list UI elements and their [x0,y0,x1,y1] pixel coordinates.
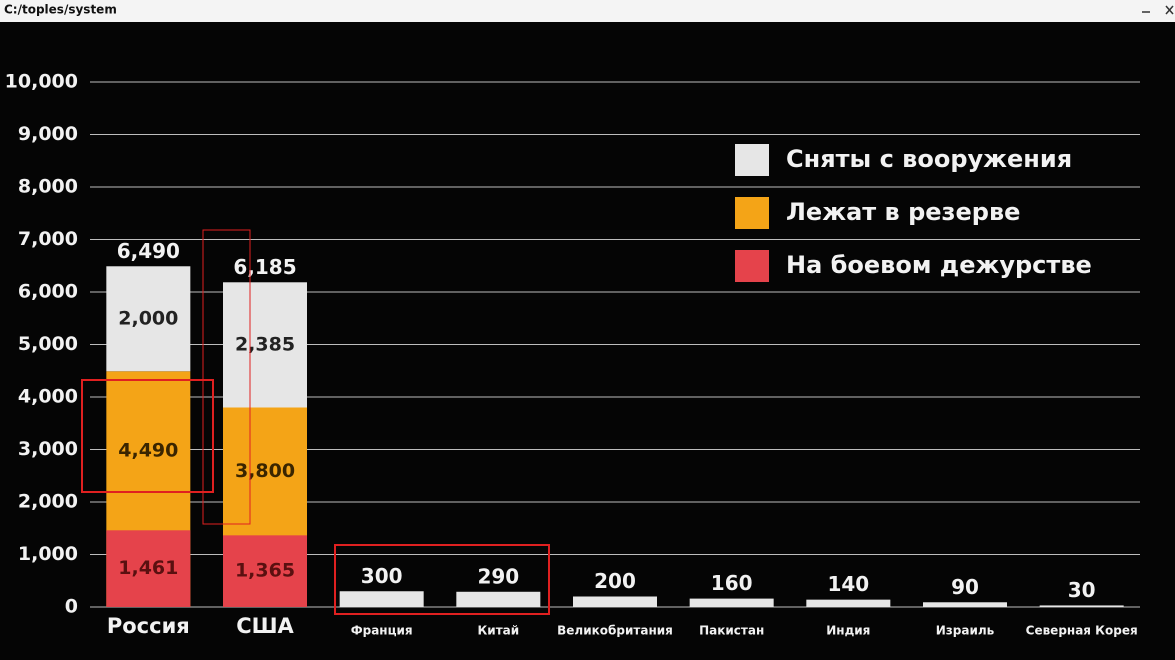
bar-segment [806,599,891,607]
total-label: 30 [1068,578,1096,602]
title-bar [0,0,1175,22]
y-tick-label: 0 [65,596,78,618]
value-label: 4,490 [118,439,178,461]
y-tick-label: 9,000 [18,123,78,145]
value-label: 2,385 [235,333,295,355]
bar-segment [106,266,191,372]
x-tick-label: Россия [107,614,190,638]
x-tick-label: США [236,614,294,638]
close-button[interactable] [1165,5,1174,15]
total-label: 6,185 [233,255,296,279]
bar-segment [689,598,774,607]
y-tick-label: 4,000 [18,386,78,408]
highlight-box [81,379,214,493]
bar-segment [1039,605,1124,607]
y-tick-label: 2,000 [18,491,78,513]
y-tick-label: 1,000 [18,543,78,565]
legend-swatch [735,250,769,282]
bar-segment [223,535,307,607]
window-title: C:/toples/system [4,3,117,17]
bar-segment [106,530,191,607]
legend-label: На боевом дежурстве [786,251,1092,279]
total-label: 140 [827,572,869,596]
x-tick-label: Франция [351,624,413,638]
legend-swatch [735,144,769,176]
total-label: 200 [594,569,636,593]
y-tick-label: 5,000 [18,333,78,355]
x-tick-label: Израиль [936,624,995,638]
y-tick-label: 6,000 [18,281,78,303]
value-label: 2,000 [118,307,178,329]
value-label: 1,461 [118,557,178,579]
y-tick-label: 7,000 [18,228,78,250]
value-label: 3,800 [235,460,295,482]
total-label: 290 [477,564,519,588]
y-tick-label: 3,000 [18,438,78,460]
legend-swatch [735,197,769,229]
value-label: 1,365 [235,560,295,582]
bar-segment [923,602,1007,607]
y-tick-label: 8,000 [18,176,78,198]
highlight-box [202,229,251,525]
bar-segment [339,591,424,607]
bar-segment [573,596,657,607]
legend-label: Лежат в резерве [786,198,1020,226]
x-tick-label: Индия [826,624,870,638]
x-tick-label: Северная Корея [1026,624,1138,638]
total-label: 6,490 [117,239,180,263]
bar-segment [223,282,307,408]
total-label: 160 [711,571,753,595]
total-label: 90 [951,575,979,599]
legend-label: Сняты с вооружения [786,145,1072,173]
highlight-box [334,544,550,615]
total-label: 300 [361,564,403,588]
y-tick-label: 10,000 [5,71,78,93]
x-tick-label: Китай [477,624,519,638]
x-tick-label: Великобритания [557,624,673,638]
plot: 0 1,000 2,000 3,000 4,000 5,000 6,000 7,000 8,00… [5,71,1140,638]
bar-segment [456,591,541,607]
x-tick-label: Пакистан [699,624,764,638]
